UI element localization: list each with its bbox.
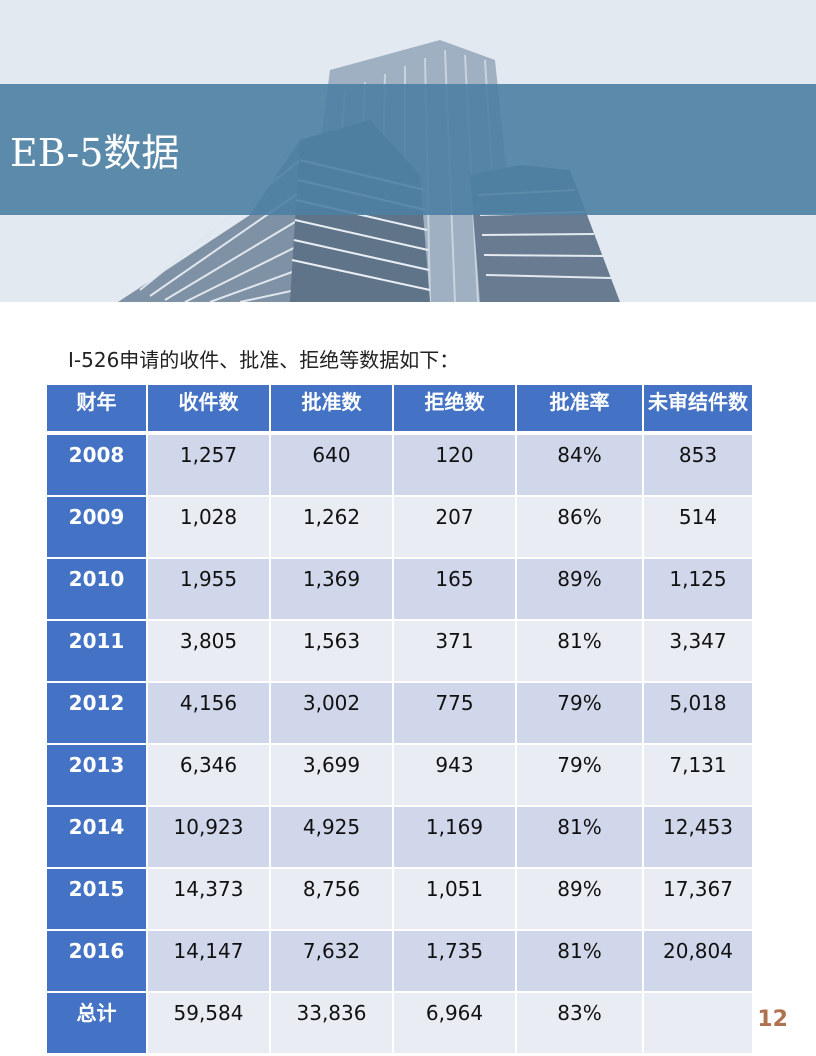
column-header: 批准数 bbox=[269, 383, 394, 435]
table-cell: 1,262 bbox=[269, 495, 394, 559]
table-cell: 207 bbox=[392, 495, 517, 559]
table-cell: 3,002 bbox=[269, 681, 394, 745]
column-header: 拒绝数 bbox=[392, 383, 517, 435]
table-row: 2014 10,923 4,925 1,169 81% 12,453 bbox=[45, 805, 754, 869]
table-cell: 14,373 bbox=[146, 867, 271, 931]
column-header: 未审结件数 bbox=[642, 383, 754, 435]
table-cell: 1,369 bbox=[269, 557, 394, 621]
table-cell: 10,923 bbox=[146, 805, 271, 869]
table-cell: 5,018 bbox=[642, 681, 754, 745]
year-cell: 2013 bbox=[45, 743, 148, 807]
table-cell: 84% bbox=[515, 432, 644, 497]
table-cell: 3,347 bbox=[642, 619, 754, 683]
table-cell: 1,169 bbox=[392, 805, 517, 869]
year-cell: 2008 bbox=[45, 432, 148, 497]
title-band bbox=[0, 84, 816, 215]
table-cell: 7,632 bbox=[269, 929, 394, 993]
column-header: 批准率 bbox=[515, 383, 644, 435]
table-cell: 17,367 bbox=[642, 867, 754, 931]
year-cell: 2014 bbox=[45, 805, 148, 869]
table-row-total: 总计 59,584 33,836 6,964 83% bbox=[45, 991, 754, 1055]
table-row: 2012 4,156 3,002 775 79% 5,018 bbox=[45, 681, 754, 745]
table-cell: 3,699 bbox=[269, 743, 394, 807]
table-cell: 4,925 bbox=[269, 805, 394, 869]
table-cell: 33,836 bbox=[269, 991, 394, 1055]
table-cell: 514 bbox=[642, 495, 754, 559]
table-row: 2010 1,955 1,369 165 89% 1,125 bbox=[45, 557, 754, 621]
table-cell: 1,125 bbox=[642, 557, 754, 621]
table-row: 2009 1,028 1,262 207 86% 514 bbox=[45, 495, 754, 559]
table-cell: 3,805 bbox=[146, 619, 271, 683]
table-cell: 7,131 bbox=[642, 743, 754, 807]
table-cell: 59,584 bbox=[146, 991, 271, 1055]
table-row: 2013 6,346 3,699 943 79% 7,131 bbox=[45, 743, 754, 807]
year-cell: 2015 bbox=[45, 867, 148, 931]
table-cell: 86% bbox=[515, 495, 644, 559]
page-title: EB-5数据 bbox=[10, 131, 180, 175]
table-cell: 12,453 bbox=[642, 805, 754, 869]
year-cell: 2011 bbox=[45, 619, 148, 683]
table-cell bbox=[642, 991, 754, 1055]
table-cell: 775 bbox=[392, 681, 517, 745]
table-cell: 14,147 bbox=[146, 929, 271, 993]
table-cell: 1,028 bbox=[146, 495, 271, 559]
table-cell: 6,346 bbox=[146, 743, 271, 807]
table-cell: 371 bbox=[392, 619, 517, 683]
table-row: 2016 14,147 7,632 1,735 81% 20,804 bbox=[45, 929, 754, 993]
year-cell: 2016 bbox=[45, 929, 148, 993]
page-number: 12 bbox=[757, 1007, 788, 1032]
table-row: 2015 14,373 8,756 1,051 89% 17,367 bbox=[45, 867, 754, 931]
eb5-data-table: 财年 收件数 批准数 拒绝数 批准率 未审结件数 2008 1,257 640 … bbox=[45, 383, 754, 1055]
table-cell: 1,955 bbox=[146, 557, 271, 621]
year-cell: 2010 bbox=[45, 557, 148, 621]
total-label-cell: 总计 bbox=[45, 991, 148, 1055]
table-cell: 6,964 bbox=[392, 991, 517, 1055]
intro-text: I-526申请的收件、批准、拒绝等数据如下： bbox=[68, 348, 460, 372]
table-row: 2011 3,805 1,563 371 81% 3,347 bbox=[45, 619, 754, 683]
table-cell: 165 bbox=[392, 557, 517, 621]
table-cell: 89% bbox=[515, 867, 644, 931]
table-row: 2008 1,257 640 120 84% 853 bbox=[45, 432, 754, 497]
table-cell: 853 bbox=[642, 432, 754, 497]
table-cell: 120 bbox=[392, 432, 517, 497]
table-cell: 20,804 bbox=[642, 929, 754, 993]
table-header-row: 财年 收件数 批准数 拒绝数 批准率 未审结件数 bbox=[45, 383, 754, 435]
table-cell: 79% bbox=[515, 681, 644, 745]
table-cell: 81% bbox=[515, 929, 644, 993]
year-cell: 2012 bbox=[45, 681, 148, 745]
table-cell: 640 bbox=[269, 432, 394, 497]
year-cell: 2009 bbox=[45, 495, 148, 559]
table-cell: 1,563 bbox=[269, 619, 394, 683]
table-cell: 1,735 bbox=[392, 929, 517, 993]
table-cell: 79% bbox=[515, 743, 644, 807]
table-cell: 8,756 bbox=[269, 867, 394, 931]
table-cell: 943 bbox=[392, 743, 517, 807]
table-cell: 89% bbox=[515, 557, 644, 621]
table-cell: 1,051 bbox=[392, 867, 517, 931]
table-cell: 81% bbox=[515, 805, 644, 869]
column-header: 收件数 bbox=[146, 383, 271, 435]
table-cell: 81% bbox=[515, 619, 644, 683]
column-header: 财年 bbox=[45, 383, 148, 435]
table-cell: 4,156 bbox=[146, 681, 271, 745]
table-cell: 83% bbox=[515, 991, 644, 1055]
table-cell: 1,257 bbox=[146, 432, 271, 497]
